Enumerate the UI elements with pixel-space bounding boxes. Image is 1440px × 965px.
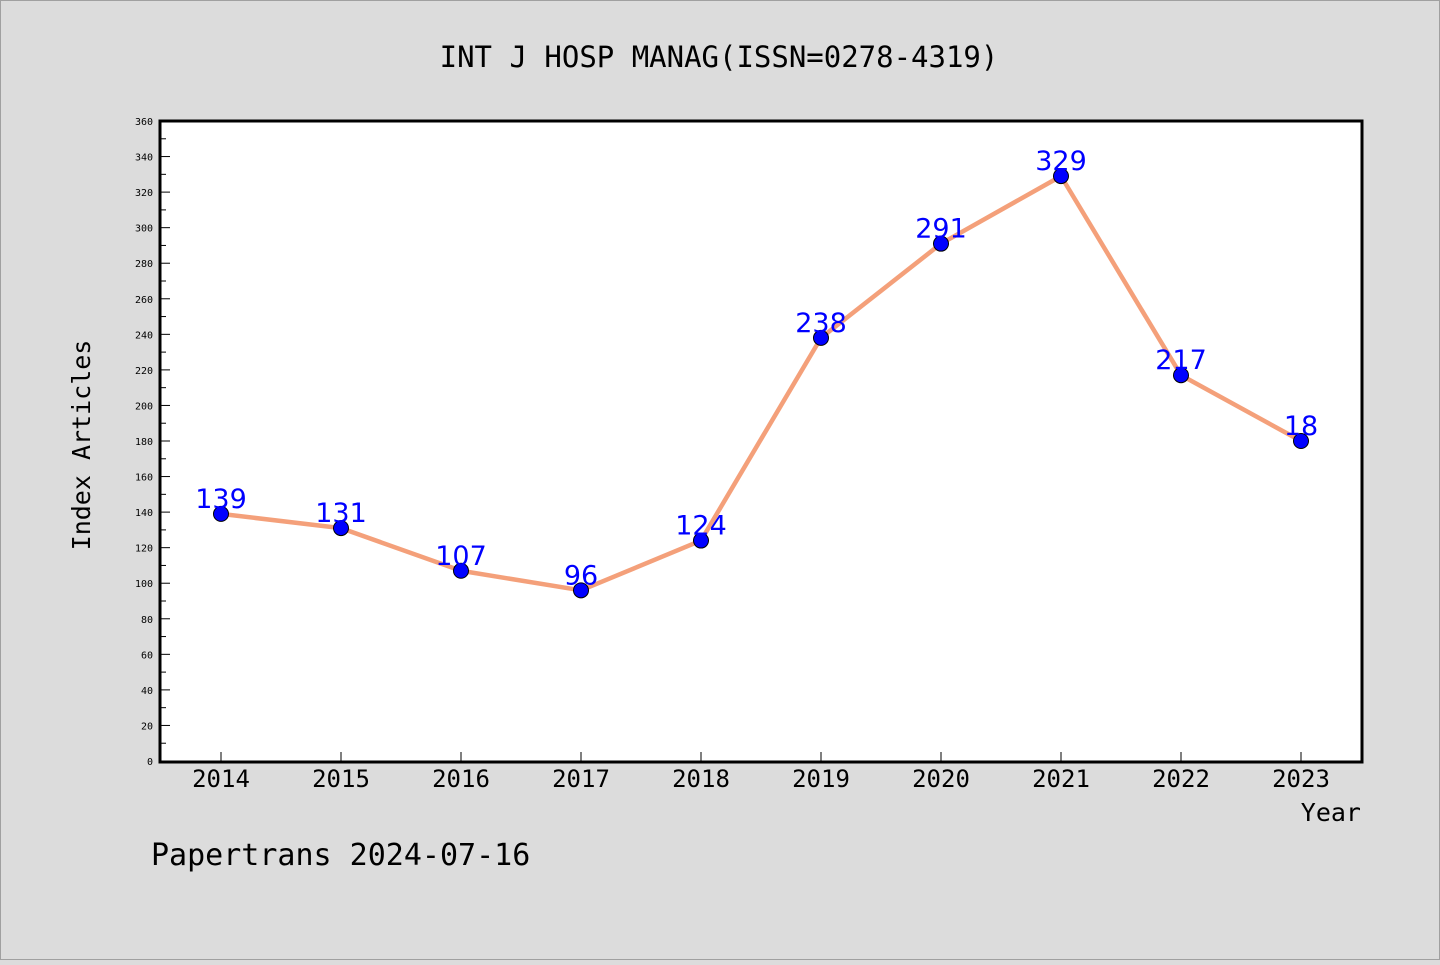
data-label: 329 — [1035, 146, 1087, 177]
y-tick-label: 220 — [135, 366, 153, 377]
x-tick-label: 2014 — [192, 765, 250, 793]
y-axis-label: Index Articles — [67, 340, 96, 551]
y-tick-label: 360 — [135, 117, 153, 128]
y-tick-label: 140 — [135, 508, 153, 519]
x-tick-label: 2023 — [1272, 765, 1330, 793]
y-tick-label: 20 — [141, 721, 153, 732]
x-axis-label: Year — [1301, 798, 1361, 827]
y-tick-label: 40 — [141, 686, 153, 697]
y-tick-label: 100 — [135, 579, 153, 590]
x-tick-label: 2019 — [792, 765, 850, 793]
y-tick-label: 240 — [135, 330, 153, 341]
data-point — [693, 532, 709, 549]
y-tick-label: 340 — [135, 153, 153, 164]
x-tick-label: 2021 — [1032, 765, 1090, 793]
y-tick-label: 260 — [135, 295, 153, 306]
x-tick-label: 2017 — [552, 765, 610, 793]
data-label: 18 — [1284, 411, 1318, 442]
data-point — [1173, 367, 1189, 384]
y-tick-label: 60 — [141, 650, 153, 661]
data-point — [333, 520, 349, 537]
y-tick-label: 160 — [135, 473, 153, 484]
y-tick-label: 200 — [135, 401, 153, 412]
x-tick-label: 2015 — [312, 765, 370, 793]
data-label: 96 — [564, 560, 598, 591]
footer-text: Papertrans 2024-07-16 — [151, 838, 530, 873]
y-tick-label: 180 — [135, 437, 153, 448]
y-axis: 0 20 40 60 80 100 120 140 160 180 200 220 240 260 280 3… — [135, 117, 170, 768]
x-tick-label: 2018 — [672, 765, 730, 793]
data-point — [453, 562, 469, 579]
x-tick-label: 2016 — [432, 765, 490, 793]
data-label: 238 — [795, 308, 847, 339]
data-point — [213, 505, 229, 522]
data-label: 291 — [915, 214, 967, 245]
x-tick-label: 2020 — [912, 765, 970, 793]
data-point — [933, 235, 949, 252]
data-point — [1293, 433, 1309, 449]
x-tick-label: 2022 — [1152, 765, 1210, 793]
series-line — [218, 173, 1304, 593]
data-point — [1053, 168, 1069, 185]
data-label: 107 — [435, 541, 487, 572]
data-point — [573, 582, 589, 599]
data-label: 124 — [675, 511, 727, 542]
y-tick-label: 0 — [147, 757, 153, 768]
y-tick-label: 80 — [141, 615, 153, 626]
data-point — [813, 329, 829, 346]
data-label: 217 — [1155, 345, 1207, 376]
chart-title: INT J HOSP MANAG(ISSN=0278-4319) — [440, 40, 999, 74]
y-tick-label: 280 — [135, 259, 153, 270]
y-tick-label: 120 — [135, 544, 153, 555]
data-label: 139 — [195, 484, 247, 515]
data-label: 131 — [315, 498, 367, 529]
y-tick-label: 320 — [135, 188, 153, 199]
x-axis: 2014 2015 2016 2017 2018 2019 2020 2021 2022 2023 — [192, 752, 1330, 793]
series-layer: 139 131 107 96 124 238 291 329 217 18 — [195, 146, 1318, 599]
y-tick-label: 300 — [135, 224, 153, 235]
